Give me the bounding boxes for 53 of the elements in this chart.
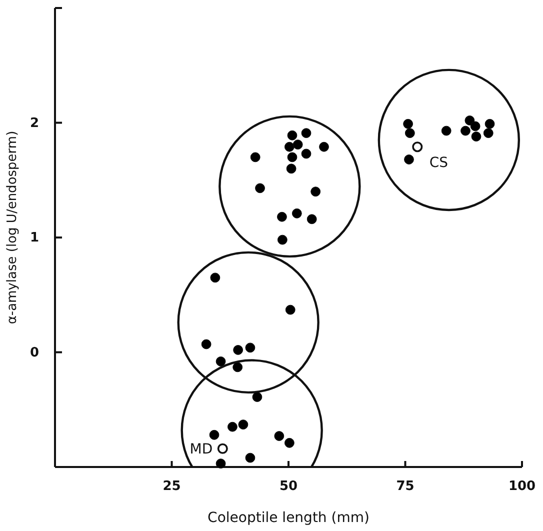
point <box>464 115 475 126</box>
y-tick-label: 1 <box>30 230 39 246</box>
point <box>274 431 284 441</box>
point <box>306 214 317 224</box>
point <box>285 304 296 315</box>
point <box>310 186 321 197</box>
point <box>286 164 296 174</box>
point <box>284 142 294 152</box>
point <box>471 132 482 142</box>
point <box>277 234 288 245</box>
point <box>245 452 256 463</box>
point <box>210 272 220 283</box>
point <box>470 121 480 132</box>
point <box>287 130 298 140</box>
point <box>216 458 226 469</box>
point <box>287 152 298 162</box>
point <box>216 356 226 366</box>
point <box>250 152 260 162</box>
point <box>245 342 256 353</box>
point <box>233 344 244 355</box>
point <box>404 154 414 164</box>
point <box>238 420 248 430</box>
point <box>284 438 294 448</box>
point <box>404 128 415 138</box>
series-label: MD <box>190 442 213 458</box>
y-tick-label: 0 <box>30 345 39 360</box>
point <box>412 142 423 152</box>
point <box>301 128 312 138</box>
point <box>460 126 470 136</box>
point <box>483 128 494 138</box>
x-axis-title: Coleoptile length (mm) <box>208 510 370 526</box>
point <box>292 208 302 218</box>
point <box>217 443 228 454</box>
point <box>319 142 329 152</box>
x-tick-label: 75 <box>396 479 414 494</box>
point <box>201 339 212 350</box>
point <box>292 140 303 150</box>
point <box>209 430 220 440</box>
y-axis-title: α-amylase (log U/endosperm) <box>5 130 20 324</box>
point <box>441 126 452 136</box>
point <box>484 118 495 129</box>
x-tick-label: 25 <box>162 479 181 494</box>
x-tick-label: 100 <box>508 479 536 494</box>
point <box>252 392 262 402</box>
x-tick-label: 50 <box>279 479 298 494</box>
series-label: CS <box>429 154 448 171</box>
point <box>232 362 243 372</box>
y-tick-label: 2 <box>30 116 39 131</box>
point <box>227 422 238 432</box>
point <box>301 148 312 159</box>
point <box>255 183 265 194</box>
point <box>276 212 287 222</box>
point <box>403 118 414 129</box>
